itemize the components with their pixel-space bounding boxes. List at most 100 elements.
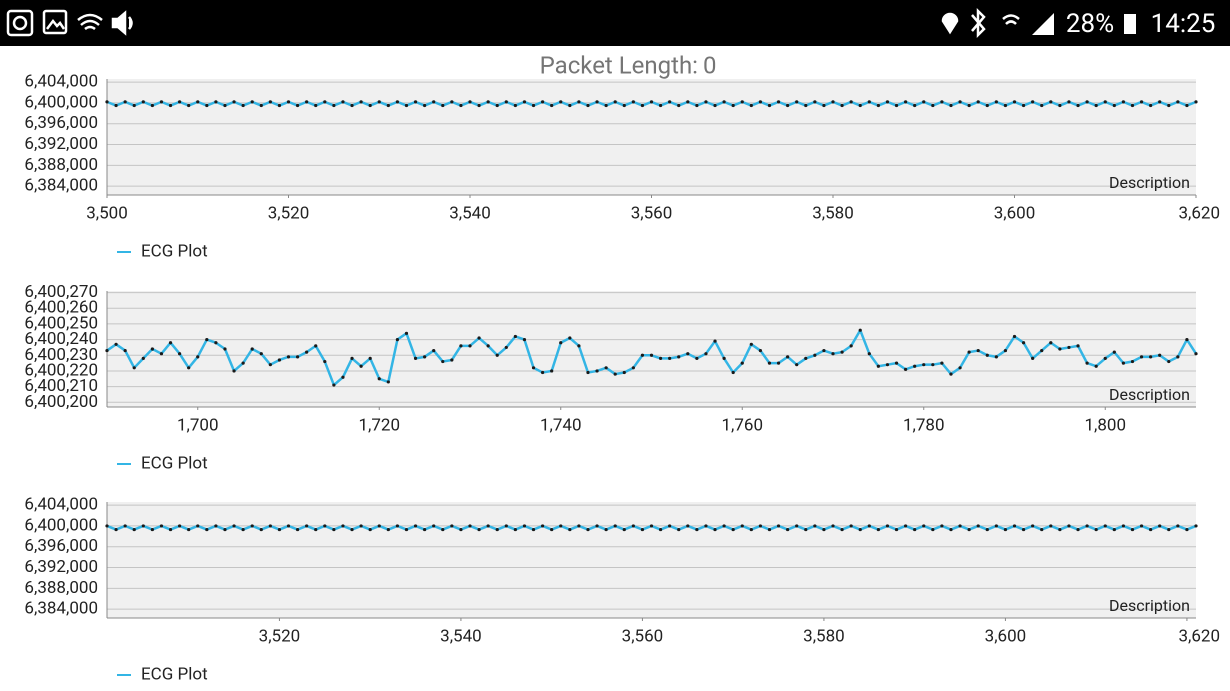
- data-point: [196, 355, 200, 359]
- data-point: [504, 100, 508, 104]
- data-point: [1103, 524, 1107, 528]
- data-point: [613, 524, 617, 528]
- data-point: [114, 103, 118, 108]
- data-point: [468, 344, 472, 348]
- data-point: [232, 524, 236, 528]
- y-tick-label: 6,400,000: [24, 92, 98, 112]
- data-point: [922, 363, 926, 367]
- data-point: [904, 524, 908, 528]
- data-point: [477, 527, 481, 532]
- data-point: [368, 527, 372, 532]
- data-point: [323, 100, 327, 104]
- data-point: [559, 341, 563, 345]
- chart: 6,400,2006,400,2106,400,2206,400,2306,40…: [24, 282, 1198, 473]
- data-point: [568, 336, 572, 340]
- data-point: [1094, 103, 1098, 108]
- data-point: [894, 361, 899, 365]
- data-point: [332, 527, 336, 532]
- data-point: [150, 527, 154, 532]
- data-point: [1139, 100, 1144, 104]
- data-point: [713, 103, 717, 108]
- data-point: [459, 103, 463, 108]
- data-point: [722, 356, 726, 361]
- data-point: [1158, 100, 1162, 104]
- legend-label: ECG Plot: [141, 664, 208, 684]
- data-point: [1139, 355, 1144, 359]
- y-tick-label: 6,400,260: [24, 298, 98, 318]
- y-tick-label: 6,392,000: [24, 134, 98, 154]
- data-point: [949, 103, 953, 108]
- data-point: [1149, 103, 1153, 108]
- data-point: [894, 103, 899, 108]
- data-point: [495, 353, 499, 357]
- data-point: [223, 347, 227, 351]
- data-point: [332, 103, 336, 108]
- data-point: [740, 361, 744, 365]
- data-point: [767, 103, 772, 108]
- data-point: [141, 100, 145, 104]
- data-point: [577, 100, 581, 104]
- data-point: [1076, 344, 1080, 348]
- data-point: [640, 103, 645, 108]
- data-point: [1085, 524, 1089, 528]
- data-point: [1040, 527, 1044, 532]
- data-point: [985, 527, 989, 532]
- data-point: [295, 527, 300, 532]
- data-point: [1185, 337, 1189, 342]
- data-point: [668, 356, 672, 361]
- data-point: [550, 369, 554, 373]
- data-point: [867, 524, 871, 528]
- data-point: [958, 100, 962, 104]
- data-point: [1003, 348, 1008, 353]
- data-point: [795, 524, 799, 528]
- data-point: [1139, 524, 1144, 528]
- data-point: [286, 355, 291, 359]
- data-point: [577, 524, 581, 528]
- data-point: [1121, 524, 1125, 528]
- data-point: [958, 366, 962, 370]
- battery-percent: 28%: [1066, 9, 1114, 39]
- data-point: [704, 524, 708, 528]
- data-point: [849, 524, 853, 528]
- status-bar: [0, 0, 1230, 46]
- data-point: [531, 366, 536, 370]
- data-point: [259, 103, 263, 108]
- data-point: [1194, 524, 1198, 528]
- data-point: [894, 527, 899, 532]
- data-point: [1121, 100, 1125, 104]
- data-point: [277, 103, 282, 108]
- data-point: [713, 527, 717, 532]
- data-point: [522, 337, 527, 342]
- data-point: [132, 103, 136, 108]
- data-point: [922, 100, 926, 104]
- data-point: [314, 103, 318, 108]
- data-point: [1167, 359, 1171, 364]
- data-point: [178, 352, 182, 356]
- data-point: [286, 100, 291, 104]
- data-point: [740, 100, 744, 104]
- data-point: [695, 103, 699, 108]
- data-point: [531, 527, 536, 532]
- data-point: [967, 350, 971, 354]
- data-point: [250, 524, 254, 528]
- data-point: [822, 103, 826, 108]
- status-icons: [6, 7, 1136, 39]
- data-point: [949, 527, 953, 532]
- data-point: [386, 103, 390, 108]
- data-point: [114, 342, 118, 346]
- data-point: [559, 524, 563, 528]
- data-point: [105, 100, 109, 104]
- data-point: [450, 100, 454, 104]
- data-point: [640, 353, 645, 357]
- x-tick-label: 1,700: [177, 415, 219, 435]
- data-point: [1103, 356, 1107, 361]
- data-point: [459, 344, 463, 348]
- data-point: [840, 527, 844, 532]
- data-point: [223, 527, 227, 532]
- data-point: [477, 103, 481, 108]
- data-point: [368, 103, 372, 108]
- data-point: [114, 527, 118, 532]
- data-point: [749, 527, 753, 532]
- data-point: [1049, 524, 1053, 528]
- data-point: [295, 103, 300, 108]
